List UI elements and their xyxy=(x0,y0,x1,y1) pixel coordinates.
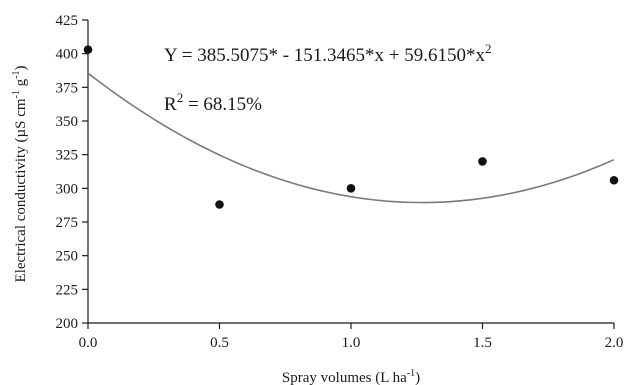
data-point xyxy=(478,157,487,166)
regression-equation: Y = 385.5075* - 151.3465*x + 59.6150*x2 xyxy=(164,41,492,66)
data-point xyxy=(83,45,93,54)
y-tick-label: 225 xyxy=(56,282,79,298)
y-tick-label: 425 xyxy=(56,13,79,29)
x-tick-label: 2.0 xyxy=(605,335,624,351)
y-tick-label: 350 xyxy=(56,114,79,130)
data-point xyxy=(215,200,224,209)
x-ticks: 0.0 0.5 1.0 1.5 2.0 xyxy=(79,323,624,351)
data-point xyxy=(609,175,619,185)
y-tick-label: 375 xyxy=(56,80,79,96)
x-tick-label: 1.5 xyxy=(473,335,492,351)
x-tick-label: 0.5 xyxy=(210,335,229,351)
y-tick-label: 400 xyxy=(56,47,79,63)
y-axis-title: Electrical conductivity (µS cm-1 g-1) xyxy=(11,66,29,283)
x-tick-label: 1.0 xyxy=(342,335,361,351)
y-tick-label: 300 xyxy=(56,181,79,197)
r-squared-label: R2 = 68.15% xyxy=(164,90,262,115)
y-tick-label: 325 xyxy=(56,148,79,164)
regression-curve xyxy=(87,72,615,204)
y-tick-label: 200 xyxy=(56,316,79,332)
y-ticks: 200 225 250 275 300 325 350 375 400 425 xyxy=(56,13,88,332)
y-tick-label: 275 xyxy=(56,215,79,231)
x-axis-title: Spray volumes (L ha-1) xyxy=(282,368,420,385)
data-point xyxy=(346,184,356,193)
data-points xyxy=(83,45,619,209)
y-tick-label: 250 xyxy=(56,249,79,265)
x-tick-label: 0.0 xyxy=(79,335,98,351)
